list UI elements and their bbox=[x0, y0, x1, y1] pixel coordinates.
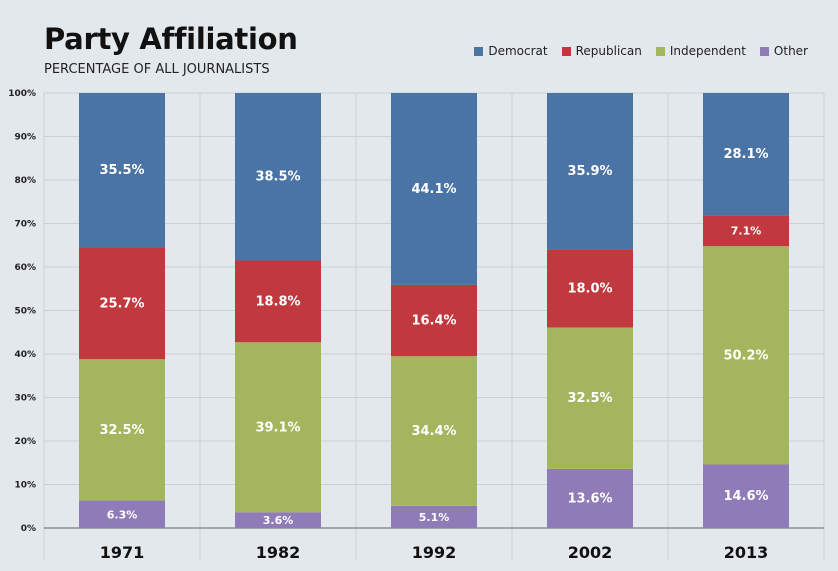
data-label: 14.6% bbox=[723, 489, 768, 504]
y-tick-label: 10% bbox=[14, 481, 36, 491]
bar-segment-independent-1971 bbox=[79, 359, 165, 501]
legend-item-democrat: Democrat bbox=[474, 44, 548, 58]
legend-swatch bbox=[759, 46, 769, 56]
y-tick-label: 70% bbox=[14, 220, 36, 230]
x-tick-label: 1982 bbox=[256, 543, 301, 562]
legend-item-republican: Republican bbox=[561, 44, 642, 58]
bar-segment-republican-1971 bbox=[79, 247, 165, 360]
bar-segment-democrat-2013 bbox=[703, 93, 789, 216]
data-label: 7.1% bbox=[731, 225, 762, 238]
legend-label: Independent bbox=[669, 44, 746, 58]
chart-subtitle: PERCENTAGE OF ALL JOURNALISTS bbox=[44, 62, 270, 77]
x-tick-label: 1992 bbox=[412, 543, 457, 562]
data-label: 39.1% bbox=[255, 420, 300, 435]
data-label: 18.8% bbox=[255, 294, 300, 309]
bar-segment-democrat-1982 bbox=[235, 93, 321, 261]
legend-label: Democrat bbox=[488, 44, 548, 58]
legend-label: Other bbox=[773, 44, 808, 58]
bar-segment-republican-2002 bbox=[547, 249, 633, 328]
data-label: 5.1% bbox=[419, 511, 450, 524]
bar-segment-republican-1992 bbox=[391, 284, 477, 357]
legend-label: Republican bbox=[575, 44, 642, 58]
bar-segment-independent-1982 bbox=[235, 342, 321, 513]
bar-segment-other-2013 bbox=[703, 464, 789, 528]
y-tick-label: 100% bbox=[8, 89, 36, 99]
data-label: 32.5% bbox=[99, 423, 144, 438]
bar-segment-republican-1982 bbox=[235, 260, 321, 343]
y-tick-label: 80% bbox=[14, 176, 36, 186]
data-label: 13.6% bbox=[567, 491, 612, 506]
data-label: 3.6% bbox=[263, 514, 294, 527]
data-label: 50.2% bbox=[723, 348, 768, 363]
data-label: 38.5% bbox=[255, 170, 300, 185]
y-tick-label: 60% bbox=[14, 263, 36, 273]
bar-segment-independent-1992 bbox=[391, 356, 477, 506]
data-label: 44.1% bbox=[411, 182, 456, 197]
bar-segment-democrat-2002 bbox=[547, 93, 633, 250]
legend-swatch bbox=[474, 46, 484, 56]
chart-title: Party Affiliation bbox=[44, 22, 298, 56]
bar-segment-democrat-1971 bbox=[79, 93, 165, 248]
bar-segment-independent-2002 bbox=[547, 327, 633, 469]
legend: Democrat Republican Independent Other bbox=[474, 44, 808, 58]
y-tick-label: 40% bbox=[14, 350, 36, 360]
y-tick-label: 50% bbox=[14, 307, 36, 317]
data-label: 35.9% bbox=[567, 164, 612, 179]
data-label: 18.0% bbox=[567, 281, 612, 296]
legend-item-other: Other bbox=[759, 44, 808, 58]
data-label: 25.7% bbox=[99, 296, 144, 311]
data-label: 35.5% bbox=[99, 163, 144, 178]
y-tick-label: 0% bbox=[21, 524, 36, 534]
data-label: 28.1% bbox=[723, 147, 768, 162]
y-tick-label: 20% bbox=[14, 437, 36, 447]
bar-segment-democrat-1992 bbox=[391, 93, 477, 285]
legend-swatch bbox=[561, 46, 571, 56]
y-tick-label: 30% bbox=[14, 394, 36, 404]
bar-segment-other-1971 bbox=[79, 500, 165, 528]
y-tick-label: 90% bbox=[14, 133, 36, 143]
bar-segment-other-1982 bbox=[235, 512, 321, 528]
legend-swatch bbox=[655, 46, 665, 56]
bar-segment-other-1992 bbox=[391, 505, 477, 528]
bar-segment-republican-2013 bbox=[703, 215, 789, 247]
legend-item-independent: Independent bbox=[655, 44, 746, 58]
bar-segment-other-2002 bbox=[547, 468, 633, 528]
data-label: 16.4% bbox=[411, 314, 456, 329]
data-label: 6.3% bbox=[107, 508, 138, 521]
x-tick-label: 2013 bbox=[724, 543, 769, 562]
data-label: 34.4% bbox=[411, 424, 456, 439]
data-label: 32.5% bbox=[567, 391, 612, 406]
bar-segment-independent-2013 bbox=[703, 246, 789, 465]
x-tick-label: 2002 bbox=[568, 543, 613, 562]
x-tick-label: 1971 bbox=[100, 543, 145, 562]
